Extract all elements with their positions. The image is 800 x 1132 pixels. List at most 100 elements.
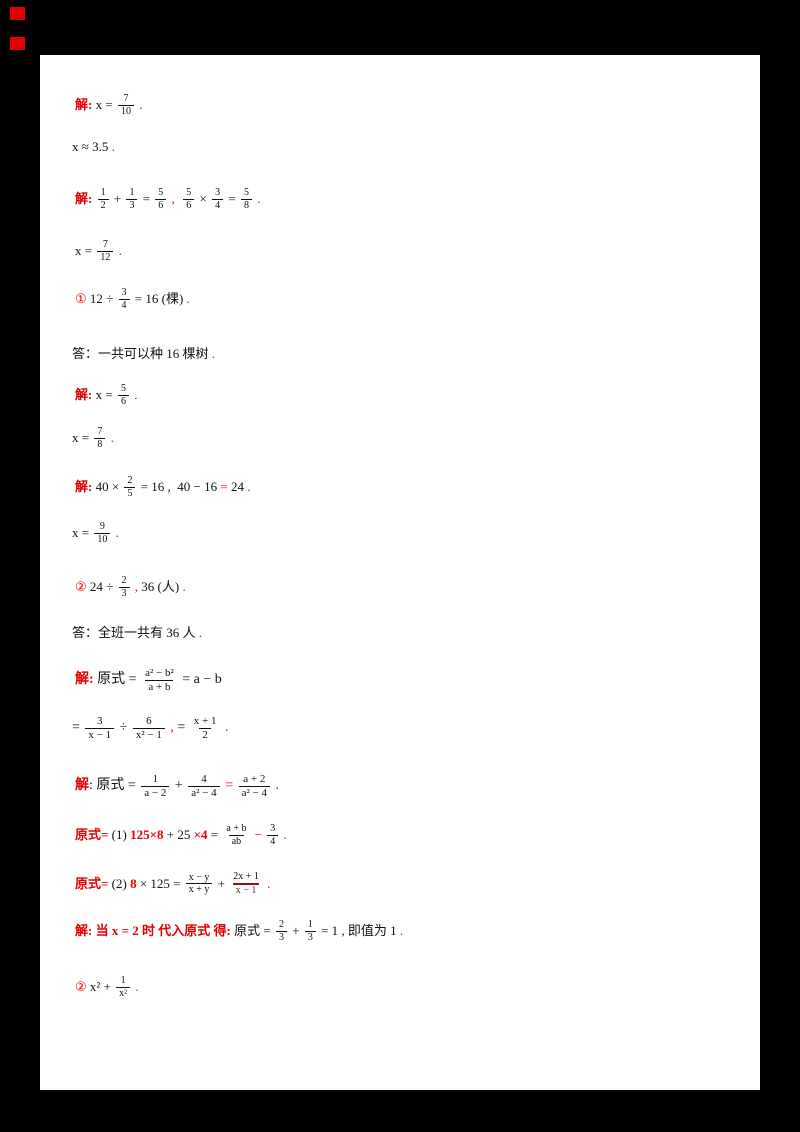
fraction-numerator: 1 <box>307 919 313 930</box>
math-text: × 125 = <box>136 875 184 891</box>
red-annotation-text: − <box>251 827 266 843</box>
fraction-numerator: 1 <box>152 773 159 785</box>
math-text: + <box>288 923 303 939</box>
math-text <box>92 191 95 207</box>
fraction-numerator: a + b <box>226 823 247 834</box>
math-text: x = <box>72 525 93 541</box>
red-annotation-text: 当 x = 2 时 <box>92 923 156 939</box>
math-text: x = <box>75 243 96 259</box>
red-annotation-text: . <box>271 777 279 793</box>
fraction-denominator: 3 <box>118 586 130 600</box>
red-annotation-text: . <box>243 479 251 495</box>
fraction-denominator: 2 <box>97 198 109 212</box>
red-annotation-text: 解: <box>75 387 93 403</box>
red-annotation-text: 原式= <box>75 875 109 891</box>
math-line: ② x² + 1 x² . <box>75 975 139 999</box>
math-text: (1) <box>108 827 131 843</box>
red-annotation-text: 解 <box>75 777 89 793</box>
fraction: 9 10 <box>94 521 111 546</box>
red-annotation-text: 解: <box>75 97 93 113</box>
math-text: 12 ÷ <box>86 291 117 307</box>
red-annotation-text: . <box>107 430 114 446</box>
math-text: = <box>139 191 154 207</box>
fraction-denominator: 8 <box>94 437 106 451</box>
math-text: 原式 = <box>230 923 274 939</box>
fraction-denominator: x² <box>116 986 131 1000</box>
fraction-denominator: x² − 1 <box>132 727 165 742</box>
fraction-numerator: 9 <box>99 521 105 532</box>
fraction-numerator: 1 <box>120 975 126 986</box>
fraction-numerator: 5 <box>120 383 126 394</box>
math-text: = <box>207 827 222 843</box>
fraction-numerator: 5 <box>186 187 192 198</box>
math-text: x² + <box>86 979 115 995</box>
fraction-denominator: x − 1 <box>232 882 260 897</box>
fraction: 1 x² <box>116 975 131 1000</box>
math-text: x = <box>92 387 116 403</box>
red-annotation-text: . <box>263 875 271 891</box>
math-text: 原式 = <box>93 671 141 687</box>
math-text: x = <box>92 97 116 113</box>
red-annotation-text: ② <box>75 979 87 995</box>
red-annotation-text: . <box>179 579 186 595</box>
fraction-denominator: 3 <box>126 198 138 212</box>
math-text: + <box>110 191 125 207</box>
fraction-denominator: a² − 4 <box>238 785 270 800</box>
math-text: : 原式 = <box>89 777 140 793</box>
fraction-numerator: 3 <box>215 187 221 198</box>
math-text: ÷ <box>116 719 131 735</box>
fraction-numerator: 1 <box>100 187 106 198</box>
fraction: 6 x² − 1 <box>132 715 165 742</box>
math-text: = <box>72 719 84 735</box>
red-marker-bottom <box>10 37 25 50</box>
math-text: 40 × <box>92 479 123 495</box>
math-text: = <box>173 719 189 735</box>
fraction: a + b ab <box>223 823 249 847</box>
fraction-denominator: 6 <box>183 198 195 212</box>
red-annotation-text: . <box>253 191 261 207</box>
fraction-denominator: 2 <box>199 727 211 742</box>
fraction-denominator: 10 <box>94 532 111 546</box>
fraction-denominator: 5 <box>124 486 136 500</box>
red-annotation-text: 解: <box>75 479 93 495</box>
red-annotation-text: . <box>183 291 190 307</box>
red-annotation-text: ×4 <box>193 827 208 843</box>
red-annotation-text: , <box>166 719 174 735</box>
fraction-denominator: 6 <box>117 394 129 408</box>
fraction-numerator: a² − b² <box>145 667 174 679</box>
fraction-numerator: x − y <box>188 871 210 883</box>
red-annotation-text: , <box>131 579 139 595</box>
math-text <box>233 778 237 795</box>
math-text: = 1 , 即值为 1 <box>317 923 397 939</box>
fraction-denominator: 10 <box>117 104 134 118</box>
red-annotation-text: ① <box>75 291 87 307</box>
red-annotation-text: = <box>220 479 228 495</box>
math-text: 24 ÷ <box>86 579 117 595</box>
red-marker-top <box>10 7 25 20</box>
red-annotation-text: . <box>108 139 115 154</box>
red-annotation-text: ② <box>75 579 87 595</box>
fraction-denominator: a − 2 <box>141 785 170 800</box>
fraction: a² − b² a + b <box>142 667 177 693</box>
fraction: 4 a² − 4 <box>188 773 220 799</box>
math-line: 答：全班一共有 36 人 . <box>72 625 202 641</box>
math-text: = <box>225 191 239 207</box>
math-text: = a − b <box>178 671 222 687</box>
math-text: 36 (人) <box>138 579 180 595</box>
